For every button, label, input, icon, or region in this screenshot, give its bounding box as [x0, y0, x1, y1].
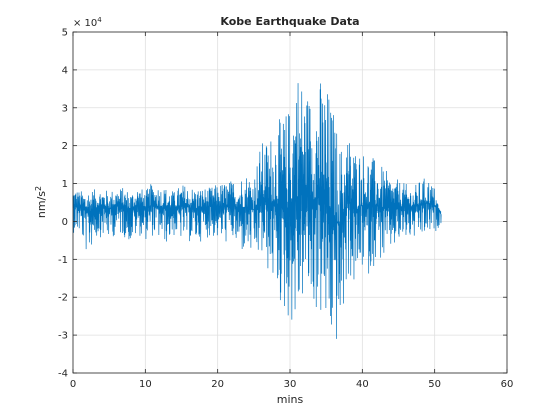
- y-tick-label: 1: [62, 179, 68, 190]
- y-tick-label: 3: [62, 103, 68, 114]
- x-tick-label: 30: [284, 379, 297, 390]
- y-tick-label: 2: [62, 141, 68, 152]
- y-tick-label: 5: [62, 28, 68, 39]
- y-tick-label: -3: [58, 331, 68, 342]
- y-tick-label: -1: [58, 255, 68, 266]
- x-tick-label: 0: [70, 379, 76, 390]
- ticks: 0 10 20 30 40 50 60 -4 -3 -2 -1 0 1 2 3 4 5: [58, 28, 513, 391]
- y-tick-label: -2: [58, 293, 68, 304]
- y-axis-label: nm/s2: [34, 186, 48, 218]
- y-multiplier: × 104: [73, 16, 102, 29]
- x-tick-label: 10: [139, 379, 152, 390]
- y-axis-label-exponent: 2: [34, 186, 43, 191]
- x-tick-label: 20: [211, 379, 224, 390]
- chart-title: Kobe Earthquake Data: [220, 15, 359, 28]
- x-axis-label: mins: [277, 393, 304, 406]
- y-axis-label-base: nm/s: [35, 191, 48, 218]
- x-tick-label: 60: [501, 379, 514, 390]
- y-multiplier-base: × 10: [73, 18, 97, 29]
- series-line: [72, 83, 442, 339]
- y-tick-label: -4: [58, 369, 68, 380]
- y-tick-label: 4: [62, 65, 68, 76]
- x-tick-label: 40: [356, 379, 369, 390]
- y-tick-label: 0: [62, 217, 68, 228]
- y-multiplier-exponent: 4: [97, 16, 102, 24]
- x-tick-label: 50: [428, 379, 441, 390]
- plot-area: [72, 83, 442, 339]
